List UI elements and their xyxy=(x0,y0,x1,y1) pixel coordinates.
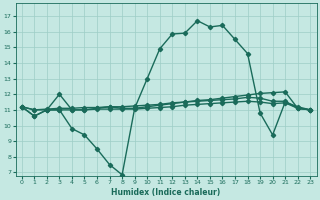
X-axis label: Humidex (Indice chaleur): Humidex (Indice chaleur) xyxy=(111,188,221,197)
